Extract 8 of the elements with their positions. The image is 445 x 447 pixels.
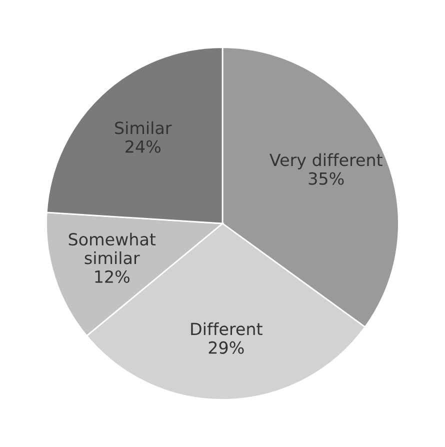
data-label: 12%	[95, 270, 130, 283]
slice-label: Different	[191, 322, 262, 336]
slice-label: Very different	[270, 153, 382, 170]
slice-label: Similar	[115, 121, 172, 134]
data-label: 24%	[126, 140, 160, 153]
data-label: 35%	[308, 172, 344, 185]
data-label: 29%	[208, 341, 244, 354]
slice-label: Somewhat similar	[68, 232, 156, 264]
